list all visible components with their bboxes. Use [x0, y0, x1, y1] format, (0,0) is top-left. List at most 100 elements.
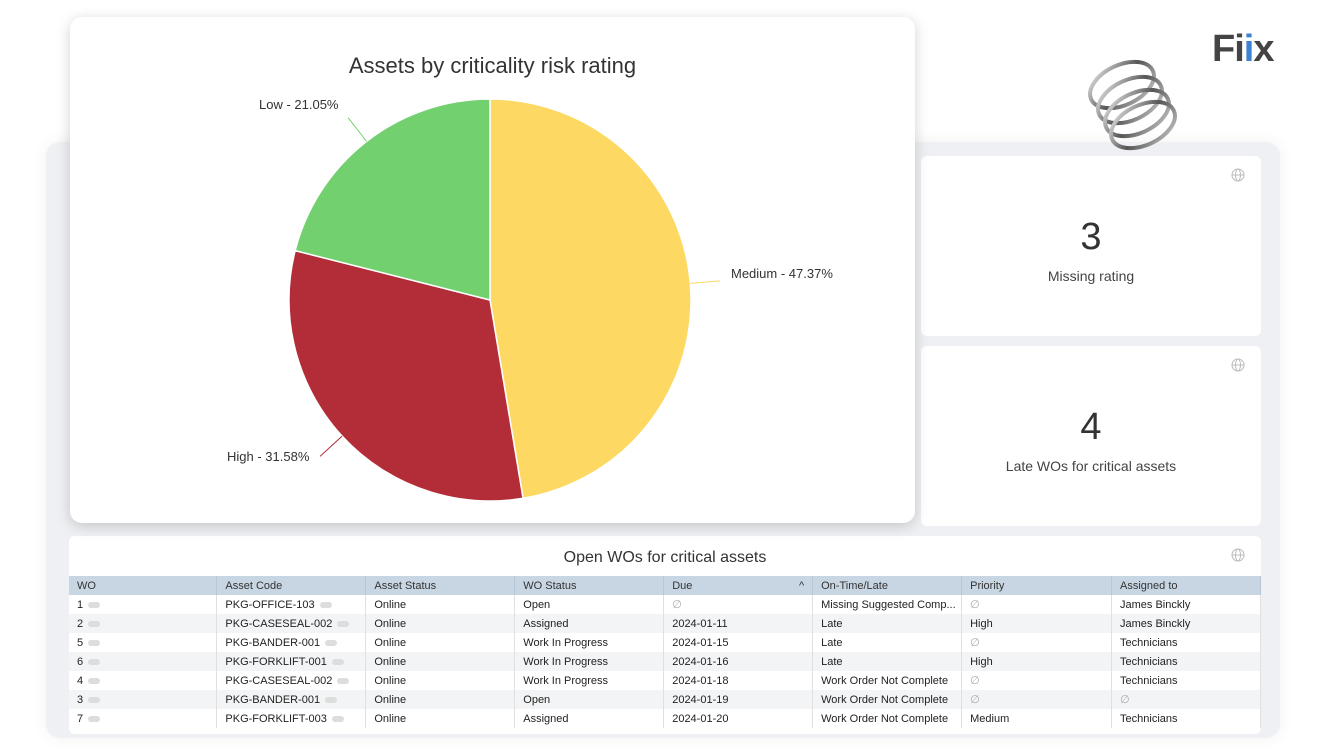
column-header[interactable]: WO	[69, 576, 218, 595]
more-options-icon[interactable]	[331, 715, 344, 722]
pie-label-high: High - 31.58%	[227, 449, 310, 464]
kpi-value: 4	[1080, 406, 1102, 448]
kpi-late-wos[interactable]: 4 Late WOs for critical assets	[921, 346, 1261, 526]
table-cell: Late	[812, 652, 963, 671]
table-row[interactable]: 2 PKG-CASESEAL-002 Online Assigned 2024-01-1…	[69, 614, 1261, 633]
more-options-icon[interactable]	[88, 601, 101, 608]
table-cell: 2	[69, 614, 218, 633]
criticality-pie-card: Assets by criticality risk rating	[70, 17, 915, 523]
column-header[interactable]: Assigned to	[1111, 576, 1261, 595]
table-cell: 3	[69, 690, 218, 709]
table-row[interactable]: 5 PKG-BANDER-001 Online Work In Progress 202…	[69, 633, 1261, 652]
table-row[interactable]: 4 PKG-CASESEAL-002 Online Work In Progress 2…	[69, 671, 1261, 690]
more-options-icon[interactable]	[88, 715, 101, 722]
table-cell: ∅	[663, 595, 814, 614]
kpi-value: 3	[1080, 216, 1102, 258]
pie-leader-line-low	[347, 117, 367, 142]
more-options-icon[interactable]	[325, 696, 338, 703]
table-cell: Open	[514, 690, 665, 709]
table-cell: Work Order Not Complete	[812, 709, 963, 728]
table-cell: Work In Progress	[514, 652, 665, 671]
table-cell: 2024-01-15	[663, 633, 814, 652]
table-cell: Technicians	[1111, 633, 1261, 652]
table-cell: Open	[514, 595, 665, 614]
table-cell: 6	[69, 652, 218, 671]
column-header[interactable]: Asset Code	[216, 576, 367, 595]
table-cell: 5	[69, 633, 218, 652]
table-cell: PKG-OFFICE-103	[216, 595, 367, 614]
table-cell: James Binckly	[1111, 595, 1261, 614]
pie-label-low: Low - 21.05%	[259, 97, 339, 112]
more-options-icon[interactable]	[88, 696, 101, 703]
table-cell: ∅	[961, 633, 1113, 652]
table-cell: Late	[812, 633, 963, 652]
table-cell: 2024-01-11	[663, 614, 814, 633]
more-options-icon[interactable]	[331, 658, 344, 665]
table-cell: Assigned	[514, 709, 665, 728]
table-cell: Work In Progress	[514, 633, 665, 652]
table-cell: Online	[365, 671, 516, 690]
table-cell: 1	[69, 595, 218, 614]
sort-ascending-icon[interactable]: ^	[798, 579, 805, 592]
table-row[interactable]: 7 PKG-FORKLIFT-003 Online Assigned 2024-01-2…	[69, 709, 1261, 728]
table-cell: 2024-01-19	[663, 690, 814, 709]
table-cell: Online	[365, 652, 516, 671]
more-options-icon[interactable]	[325, 639, 338, 646]
table-cell: Assigned	[514, 614, 665, 633]
column-header[interactable]: Asset Status	[365, 576, 516, 595]
more-options-icon[interactable]	[88, 620, 101, 627]
table-cell: ∅	[961, 671, 1113, 690]
kpi-label: Late WOs for critical assets	[1005, 458, 1177, 474]
pie-slice-high[interactable]	[288, 249, 524, 502]
table-row[interactable]: 6 PKG-FORKLIFT-001 Online Work In Progress 2…	[69, 652, 1261, 671]
spring-image	[1088, 59, 1177, 151]
table-cell: ∅	[1111, 690, 1261, 709]
table-cell: James Binckly	[1111, 614, 1261, 633]
table-cell: Work Order Not Complete	[812, 671, 963, 690]
globe-icon[interactable]	[1231, 358, 1245, 372]
table-cell: High	[961, 614, 1113, 633]
table-cell: Online	[365, 614, 516, 633]
chart-title: Assets by criticality risk rating	[348, 53, 637, 78]
pie-label-medium: Medium - 47.37%	[731, 266, 833, 281]
more-options-icon[interactable]	[88, 658, 101, 665]
more-options-icon[interactable]	[88, 639, 101, 646]
table-cell: Medium	[961, 709, 1113, 728]
globe-icon[interactable]	[1231, 168, 1245, 182]
table-cell: Work In Progress	[514, 671, 665, 690]
more-options-icon[interactable]	[319, 601, 332, 608]
open-wos-table-card: Open WOs for critical assets WO Asset Cod…	[69, 536, 1261, 734]
table-cell: Technicians	[1111, 671, 1261, 690]
table-cell: Late	[812, 614, 963, 633]
table-cell: 2024-01-16	[663, 652, 814, 671]
column-header[interactable]: Priority	[961, 576, 1113, 595]
column-header[interactable]: Due ^	[663, 576, 814, 595]
table-cell: ∅	[961, 595, 1113, 614]
table-cell: 4	[69, 671, 218, 690]
table-cell: Technicians	[1111, 652, 1261, 671]
pie-slice-medium[interactable]	[489, 98, 692, 500]
pie-leader-line-high	[319, 435, 343, 457]
pie-leader-line-medium	[690, 280, 721, 284]
table-cell: 2024-01-18	[663, 671, 814, 690]
table-cell: PKG-CASESEAL-002	[216, 614, 367, 633]
table-cell: ∅	[961, 690, 1113, 709]
more-options-icon[interactable]	[337, 677, 350, 684]
table-cell: Missing Suggested Comp...	[812, 595, 963, 614]
table-row[interactable]: 3 PKG-BANDER-001 Online Open 2024-01-19 Work …	[69, 690, 1261, 709]
table-cell: Online	[365, 595, 516, 614]
table-cell: Online	[365, 690, 516, 709]
kpi-missing-rating[interactable]: 3 Missing rating	[921, 156, 1261, 336]
table-cell: PKG-BANDER-001	[216, 690, 367, 709]
table-row[interactable]: 1 PKG-OFFICE-103 Online Open ∅ Missing Sugges…	[69, 595, 1261, 614]
pie-slice-low[interactable]	[294, 98, 491, 301]
more-options-icon[interactable]	[337, 620, 350, 627]
table-cell: PKG-CASESEAL-002	[216, 671, 367, 690]
table-cell: Online	[365, 709, 516, 728]
column-header[interactable]: On-Time/Late	[812, 576, 963, 595]
table-cell: PKG-BANDER-001	[216, 633, 367, 652]
globe-icon[interactable]	[1231, 548, 1245, 562]
fiix-logo: Fiix	[1212, 28, 1274, 70]
more-options-icon[interactable]	[88, 677, 101, 684]
column-header[interactable]: WO Status	[514, 576, 665, 595]
